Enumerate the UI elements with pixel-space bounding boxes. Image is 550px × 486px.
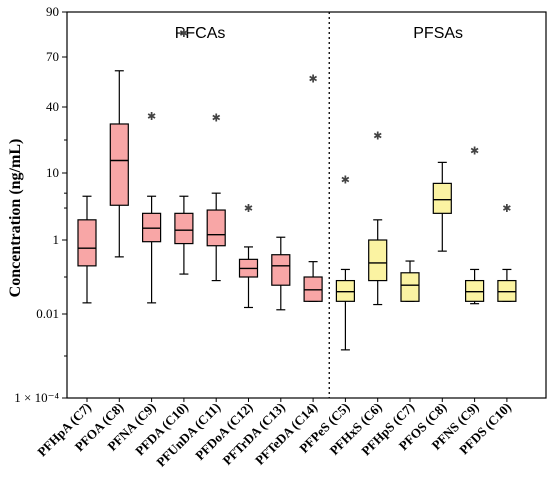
plot-frame <box>66 11 547 399</box>
box-3: ✱ <box>142 110 162 304</box>
box-12 <box>432 161 452 252</box>
box-11 <box>400 260 420 302</box>
group-label: PFSAs <box>413 25 463 42</box>
box-1 <box>77 195 97 304</box>
box-iqr <box>400 272 420 302</box>
box-iqr <box>174 212 194 245</box>
y-tick-label: 40 <box>46 99 59 114</box>
outlier-marker: ✱ <box>244 202 253 215</box>
outlier-marker: ✱ <box>341 173 350 186</box>
y-tick-label: 70 <box>46 49 59 64</box>
box-iqr <box>335 279 355 302</box>
box-9: ✱ <box>335 173 355 351</box>
box-iqr <box>109 123 129 206</box>
box-6: ✱ <box>238 202 259 309</box>
box-4: ✱ <box>174 27 194 275</box>
box-5: ✱ <box>206 112 226 282</box>
box-10: ✱ <box>368 129 388 306</box>
outlier-marker: ✱ <box>308 73 317 86</box>
outlier-marker: ✱ <box>212 112 221 125</box>
outlier-marker: ✱ <box>502 202 511 215</box>
box-iqr <box>432 182 452 214</box>
box-iqr <box>77 219 97 267</box>
box-iqr <box>465 279 485 302</box>
outlier-marker: ✱ <box>147 110 156 123</box>
box-2 <box>109 70 129 258</box>
outlier-marker: ✱ <box>470 145 479 158</box>
y-tick-label: 10 <box>46 165 59 180</box>
y-axis-title: Concentration (ng/mL) <box>7 139 24 298</box>
box-iqr <box>497 279 517 302</box>
group-label: PFCAs <box>175 25 226 42</box>
outlier-marker: ✱ <box>373 129 382 142</box>
y-tick-label: 0.01 <box>36 306 59 321</box>
box-7 <box>271 236 291 311</box>
outlier-marker: ✱ <box>179 27 188 40</box>
y-tick-label: 90 <box>46 4 59 19</box>
plot-area: PFCAs PFSAs ✱ ✱ ✱ ✱ ✱ ✱ ✱ ✱ ✱ <box>77 12 517 398</box>
y-tick-label: 1 × 10⁻⁴ <box>14 390 59 405</box>
y-tick-label: 1 <box>53 232 60 247</box>
box-13: ✱ <box>465 145 485 305</box>
box-iqr <box>368 239 388 282</box>
box-8: ✱ <box>303 73 323 302</box>
box-iqr <box>271 254 291 286</box>
box-iqr <box>206 209 226 247</box>
box-14: ✱ <box>497 202 517 302</box>
